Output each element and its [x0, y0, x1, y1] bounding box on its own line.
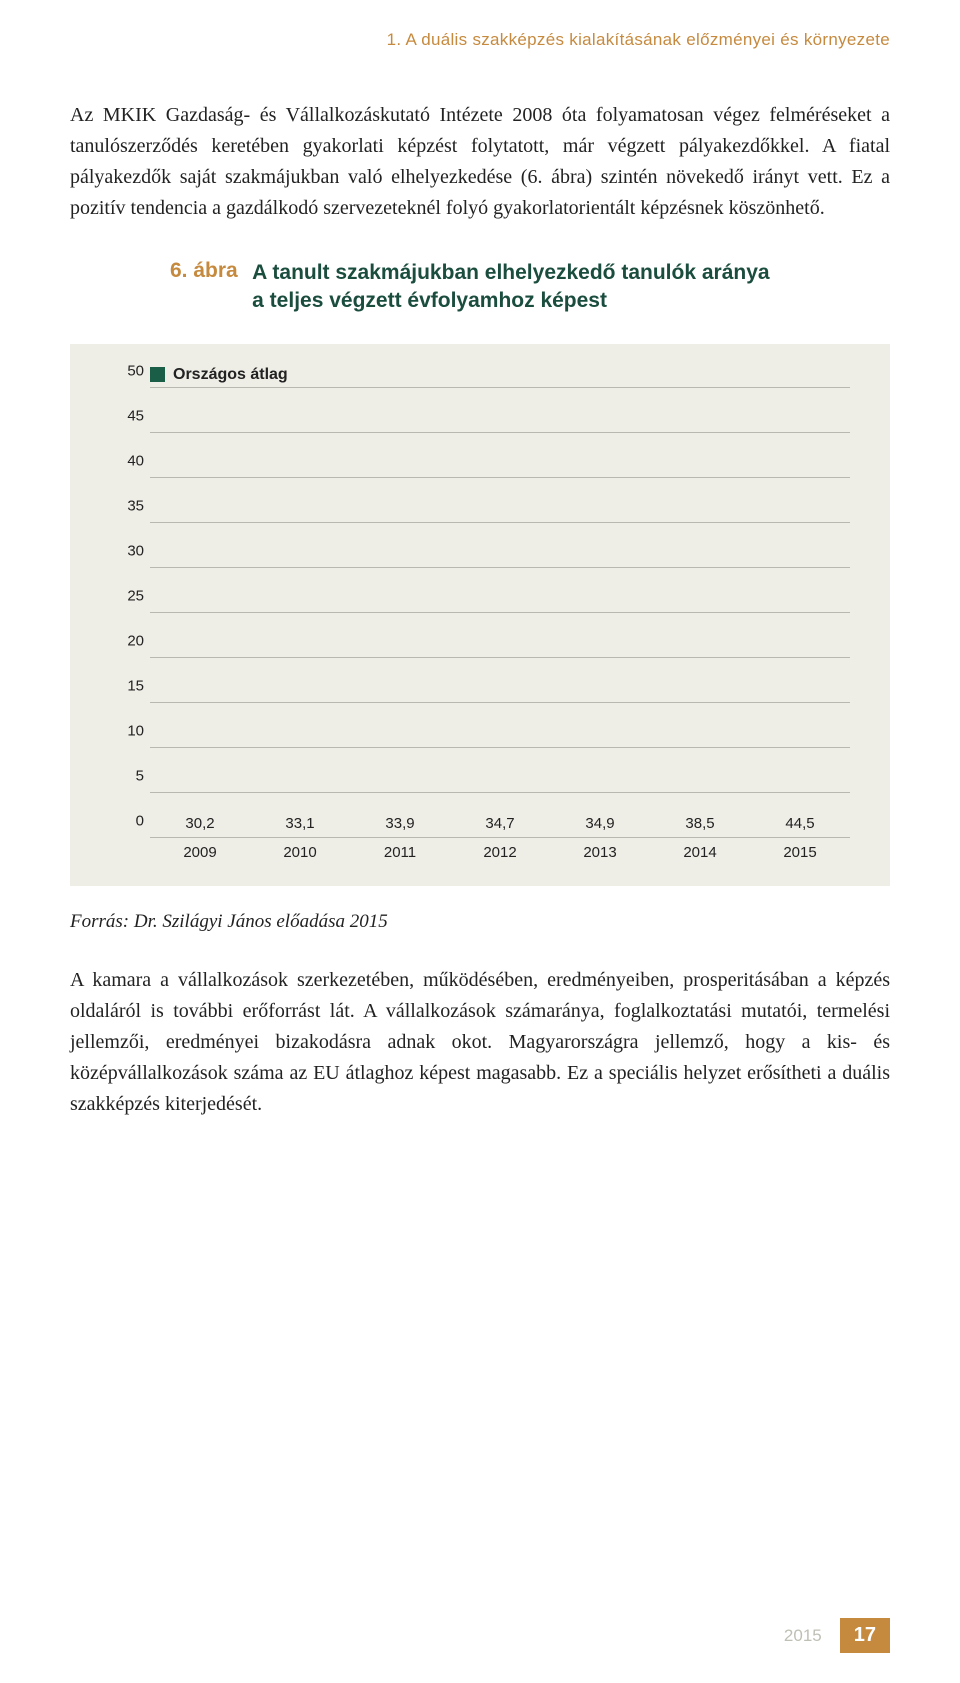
- bar-value-label: 33,9: [350, 815, 450, 832]
- legend-swatch: [150, 367, 165, 382]
- x-tick-label: 2012: [466, 838, 534, 868]
- chart-title-text: A tanult szakmájukban elhelyezkedő tanul…: [252, 259, 769, 316]
- paragraph-2: A kamara a vállalkozások szerkezetében, …: [70, 965, 890, 1120]
- y-tick-label: 15: [112, 677, 144, 694]
- chart-plot: 05101520253035404550 30,233,133,934,734,…: [150, 388, 850, 868]
- chart-source: Forrás: Dr. Szilágyi János előadása 2015: [70, 911, 890, 933]
- y-tick-label: 30: [112, 542, 144, 559]
- y-tick-label: 25: [112, 587, 144, 604]
- x-tick-label: 2013: [566, 838, 634, 868]
- bar-value-label: 33,1: [250, 815, 350, 832]
- chart-x-axis: 2009 2010 2011 2012 2013 2014 2015: [150, 838, 850, 868]
- x-tick-label: 2011: [366, 838, 434, 868]
- y-tick-label: 35: [112, 497, 144, 514]
- footer-page-number: 17: [840, 1618, 890, 1653]
- y-tick-label: 40: [112, 452, 144, 469]
- y-tick-label: 0: [112, 812, 144, 829]
- bar-value-label: 44,5: [750, 815, 850, 832]
- x-tick-label: 2009: [166, 838, 234, 868]
- bar-value-label: 34,7: [450, 815, 550, 832]
- chart-legend: Országos átlag: [150, 366, 860, 384]
- y-tick-label: 50: [112, 362, 144, 379]
- chart-title-number: 6. ábra: [170, 259, 238, 282]
- bar-value-label: 30,2: [150, 815, 250, 832]
- bar-value-label: 34,9: [550, 815, 650, 832]
- y-tick-label: 20: [112, 632, 144, 649]
- y-tick-label: 5: [112, 767, 144, 784]
- bar-chart: Országos átlag 05101520253035404550 30,2…: [70, 344, 890, 886]
- paragraph-1: Az MKIK Gazdaság- és Vállalkozáskutató I…: [70, 100, 890, 224]
- y-tick-label: 10: [112, 722, 144, 739]
- x-tick-label: 2010: [266, 838, 334, 868]
- chart-bars: 30,233,133,934,734,938,544,5: [150, 388, 850, 838]
- x-tick-label: 2015: [766, 838, 834, 868]
- page-footer: 2015 17: [784, 1618, 890, 1653]
- x-tick-label: 2014: [666, 838, 734, 868]
- legend-label: Országos átlag: [173, 366, 288, 384]
- page-header: 1. A duális szakképzés kialakításának el…: [0, 0, 960, 60]
- chart-title: 6. ábra A tanult szakmájukban elhelyezke…: [70, 259, 890, 316]
- footer-year: 2015: [784, 1626, 822, 1646]
- bar-value-label: 38,5: [650, 815, 750, 832]
- y-tick-label: 45: [112, 407, 144, 424]
